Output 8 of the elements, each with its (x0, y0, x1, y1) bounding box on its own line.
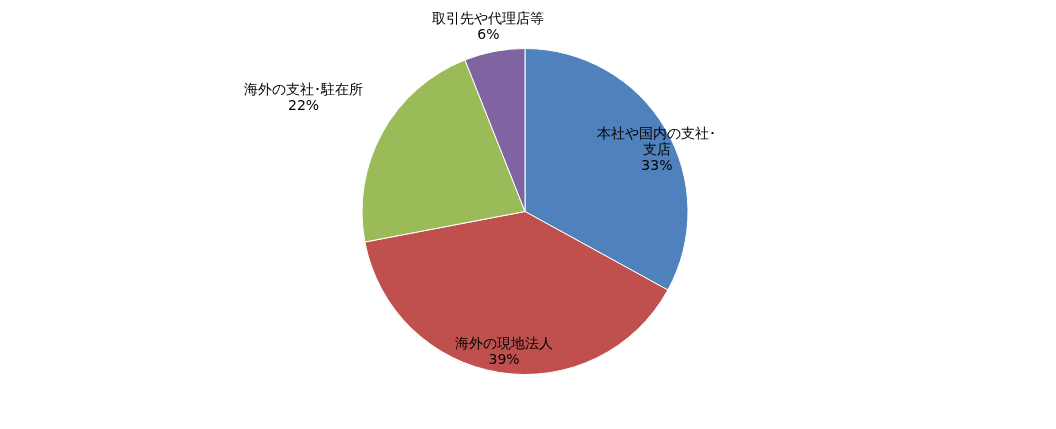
data-label: 6% (477, 26, 500, 43)
slice-label: 海外の現地法人 (455, 334, 554, 351)
data-label: 22% (288, 96, 320, 113)
slice-label: 取引先や代理店等 (432, 10, 545, 27)
slice-label: 本社や国内の支社･支店 (597, 124, 717, 157)
data-label: 39% (488, 350, 520, 367)
data-label: 33% (641, 156, 673, 173)
slice-label: 海外の支社･駐在所 (244, 80, 364, 97)
